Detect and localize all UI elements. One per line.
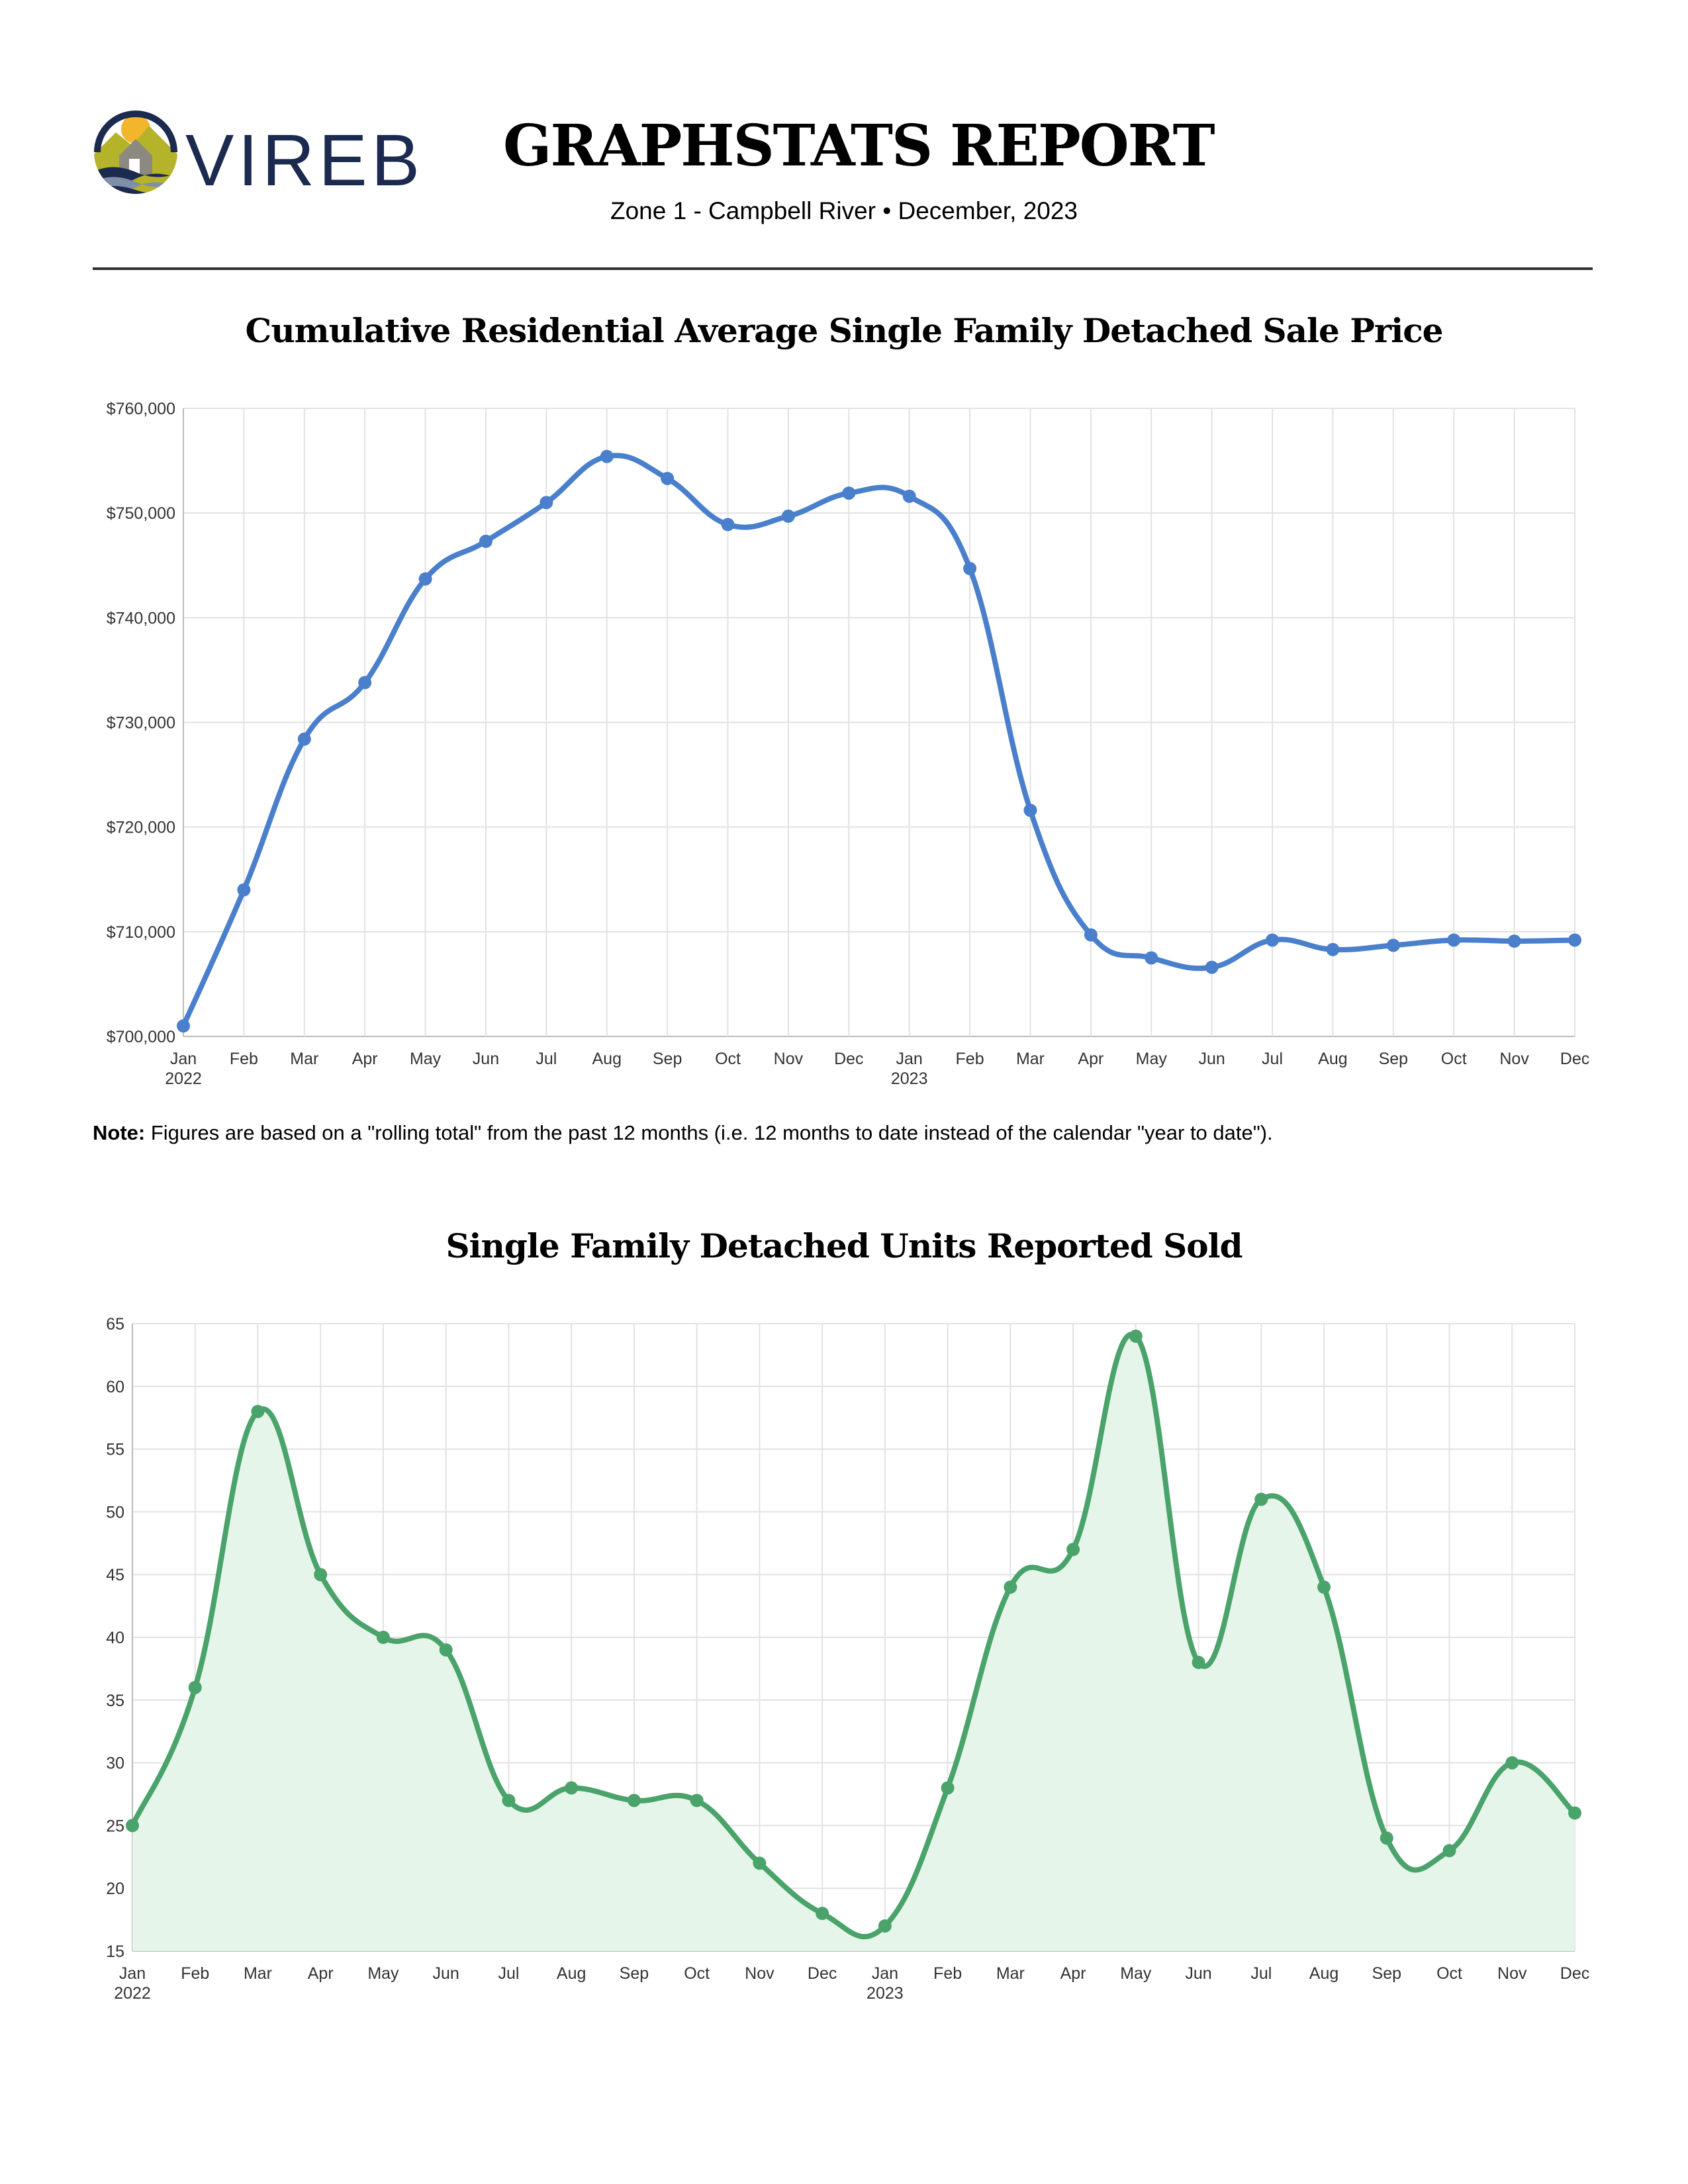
price-xtick-label: Jul [536,1050,557,1068]
price-chart-title: Cumulative Residential Average Single Fa… [245,311,1444,350]
price-ytick-label: $750,000 [107,504,175,523]
price-xtick-label: Jun [473,1050,499,1068]
price-xtick-label: Oct [715,1050,741,1068]
price-ytick-label: $720,000 [107,819,175,837]
price-data-point [963,561,977,575]
separator-dot: • [882,197,892,224]
price-xtick-label: Mar [290,1050,318,1068]
price-data-point [297,732,311,746]
header-divider [93,267,1593,270]
price-data-point [539,496,553,510]
price-data-point [902,489,916,503]
price-data-point [1266,933,1280,947]
price-ytick-label: $710,000 [107,923,175,942]
price-ytick-label: $700,000 [107,1028,175,1046]
price-ytick-label: $740,000 [107,609,175,627]
price-ytick-label: $730,000 [107,714,175,733]
price-xtick-label: Sep [653,1050,682,1068]
price-data-point [237,883,251,897]
price-data-point [358,676,372,690]
price-data-point [721,518,735,531]
price-xtick-label: Feb [230,1050,258,1068]
price-xtick-label: Aug [592,1050,621,1068]
price-data-point [1205,960,1219,974]
price-data-point [1084,928,1098,942]
price-data-point [600,449,614,463]
price-data-point [1386,938,1400,952]
note: Note: Figures are based on a "rolling to… [93,1121,1273,1145]
vireb-logo: VIREB [94,111,417,195]
price-data-point [1568,933,1581,947]
period-label: December, 2023 [898,197,1078,224]
price-data-point [1023,803,1037,817]
price-xtick-label: Jun [1198,1050,1225,1068]
price-data-point [479,534,492,548]
price-data-point [1507,934,1521,948]
price-xtick-label: Feb [956,1050,984,1068]
price-data-point [842,486,856,500]
note-text: Figures are based on a "rolling total" f… [145,1121,1273,1144]
price-xtick-label: Dec [1560,1050,1589,1068]
price-series-line [181,453,1575,1027]
price-xtick-label: Dec [834,1050,863,1068]
price-data-point [177,1019,190,1033]
price-xtick-label: Jan [170,1050,197,1068]
price-data-point [781,509,795,523]
price-xtick-label: Mar [1016,1050,1045,1068]
price-xtick-label: Oct [1441,1050,1467,1068]
price-xtick-label: Jan [896,1050,923,1068]
price-xtick-label: Apr [352,1050,378,1068]
report-subtitle: Zone 1 - Campbell River • December, 2023 [0,197,1688,225]
price-xtick-label: Nov [774,1050,804,1068]
price-data-point [661,471,675,485]
price-xtick-label: May [1136,1050,1168,1068]
price-data-point [1447,933,1461,947]
price-data-point [1145,951,1158,965]
price-year-label: 2023 [891,1069,928,1088]
note-label: Note: [93,1121,146,1144]
price-data-point [418,572,432,586]
report-title: GRAPHSTATS REPORT [503,113,1215,179]
price-ytick-label: $760,000 [107,400,175,418]
svg-text:VIREB: VIREB [185,120,417,195]
price-xtick-label: Jul [1262,1050,1283,1068]
price-xtick-label: Apr [1078,1050,1103,1068]
units-chart-title: Single Family Detached Units Reported So… [445,1226,1243,1265]
price-xtick-label: May [410,1050,442,1068]
price-data-point [1326,942,1340,956]
price-xtick-label: Nov [1499,1050,1529,1068]
zone-label: Zone 1 - Campbell River [610,197,876,224]
price-xtick-label: Sep [1379,1050,1408,1068]
price-year-label: 2022 [165,1069,202,1088]
price-xtick-label: Aug [1318,1050,1347,1068]
